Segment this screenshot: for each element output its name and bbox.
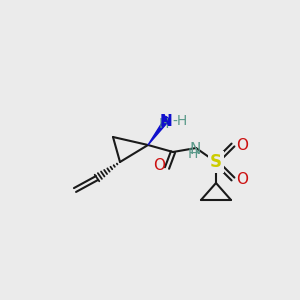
Polygon shape [148, 116, 170, 145]
Text: S: S [210, 153, 222, 171]
Text: H: H [159, 117, 169, 131]
Text: -H: -H [172, 114, 188, 128]
Text: H: H [188, 147, 198, 161]
Text: O: O [236, 137, 248, 152]
Text: O: O [236, 172, 248, 187]
Text: N: N [189, 142, 201, 158]
Text: O: O [153, 158, 165, 173]
Text: N: N [160, 113, 172, 128]
